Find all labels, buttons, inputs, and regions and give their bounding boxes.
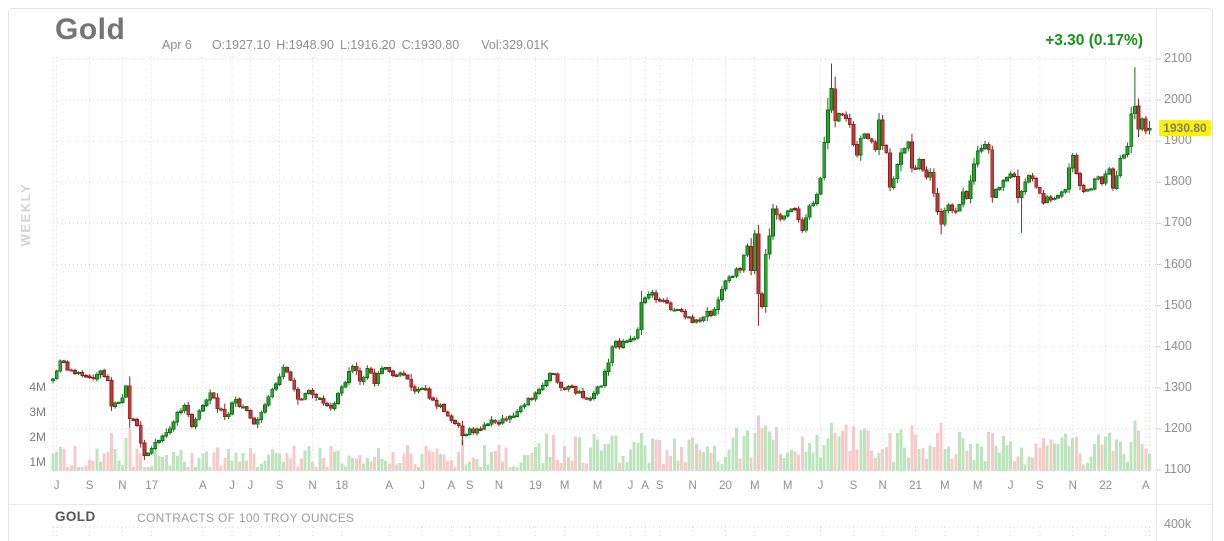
time-tick-label: N xyxy=(118,480,127,492)
volume-tick-label: 4M xyxy=(29,380,46,394)
pane-separator xyxy=(9,504,1212,505)
time-tick-label: J xyxy=(53,480,60,492)
time-tick-label: S xyxy=(1036,480,1044,492)
price-tick-label: 1500 xyxy=(1164,297,1192,312)
open-value: O:1927.10 xyxy=(211,38,271,52)
time-tick-label: 18 xyxy=(335,480,349,492)
volume-value: Vol:329.01K xyxy=(481,38,549,52)
ohlc-readout: Apr 6 O:1927.10 H:1948.90 L:1916.20 C:19… xyxy=(162,38,555,52)
date-label: Apr 6 xyxy=(162,38,192,52)
price-tick-label: 2100 xyxy=(1164,51,1192,65)
price-tick-label: 1400 xyxy=(1164,338,1192,353)
time-tick-label: N xyxy=(878,480,887,492)
time-tick-label: N xyxy=(494,480,504,492)
time-tick-label: 20 xyxy=(719,480,732,492)
time-tick-label: S xyxy=(465,480,474,492)
volume-tick-label: 2M xyxy=(29,430,46,444)
symbol-title: Gold xyxy=(55,13,126,46)
last-price-tag: 1930.80 xyxy=(1159,120,1211,136)
time-tick-label: N xyxy=(1068,480,1077,492)
time-tick-label: A xyxy=(1142,480,1150,492)
price-change-badge: +3.30 (0.17%) xyxy=(1045,32,1143,49)
time-tick-label: J xyxy=(817,480,824,492)
time-tick-label: 21 xyxy=(909,480,922,492)
time-tick-label: M xyxy=(749,480,760,492)
time-tick-label: N xyxy=(688,480,697,492)
time-tick-label: A xyxy=(199,480,207,492)
time-tick-label: A xyxy=(447,480,456,492)
time-tick-label: J xyxy=(419,480,426,492)
price-tick-label: 1600 xyxy=(1164,256,1192,271)
time-tick-label: J xyxy=(1007,480,1014,492)
price-tick-label: 1200 xyxy=(1164,420,1192,435)
price-tick-label: 1900 xyxy=(1164,133,1192,148)
lower-panel-description: CONTRACTS OF 100 TROY OUNCES xyxy=(137,511,355,525)
timeframe-label: WEEKLY xyxy=(18,183,33,247)
volume-tick-label: 1M xyxy=(29,455,46,469)
close-value: C:1930.80 xyxy=(401,38,460,52)
time-tick-label: A xyxy=(385,480,394,492)
price-tick-label: 2000 xyxy=(1164,92,1192,107)
time-tick-label: M xyxy=(940,480,950,492)
time-tick-label: S xyxy=(849,480,858,492)
price-tick-label: 1300 xyxy=(1164,379,1192,394)
volume-tick-label: 3M xyxy=(29,405,46,419)
price-tick-label: 1100 xyxy=(1164,462,1191,476)
time-tick-label: S xyxy=(275,480,284,492)
time-tick-label: 17 xyxy=(145,480,159,492)
time-tick-label: S xyxy=(655,480,664,492)
time-tick-label: 22 xyxy=(1099,480,1113,492)
time-tick-label: M xyxy=(972,480,983,492)
low-value: L:1916.20 xyxy=(339,38,396,52)
time-tick-label: 19 xyxy=(529,480,542,492)
time-tick-label: M xyxy=(782,480,793,492)
high-value: H:1948.90 xyxy=(276,38,334,52)
lower-panel-symbol: GOLD xyxy=(55,509,96,524)
time-tick-label: S xyxy=(85,480,94,492)
time-tick-label: M xyxy=(592,480,603,492)
time-tick-label: J xyxy=(229,480,235,492)
price-tick-label: 1700 xyxy=(1164,215,1192,230)
time-tick-label: J xyxy=(247,480,254,492)
price-axis-separator xyxy=(1156,9,1157,541)
price-tick-label: 1800 xyxy=(1164,174,1192,189)
time-tick-label: M xyxy=(559,480,570,492)
time-tick-label: J xyxy=(627,480,634,492)
time-tick-label: N xyxy=(308,480,317,492)
lower-panel-axis-tick: 400k xyxy=(1164,517,1192,531)
time-tick-label: A xyxy=(641,480,649,492)
